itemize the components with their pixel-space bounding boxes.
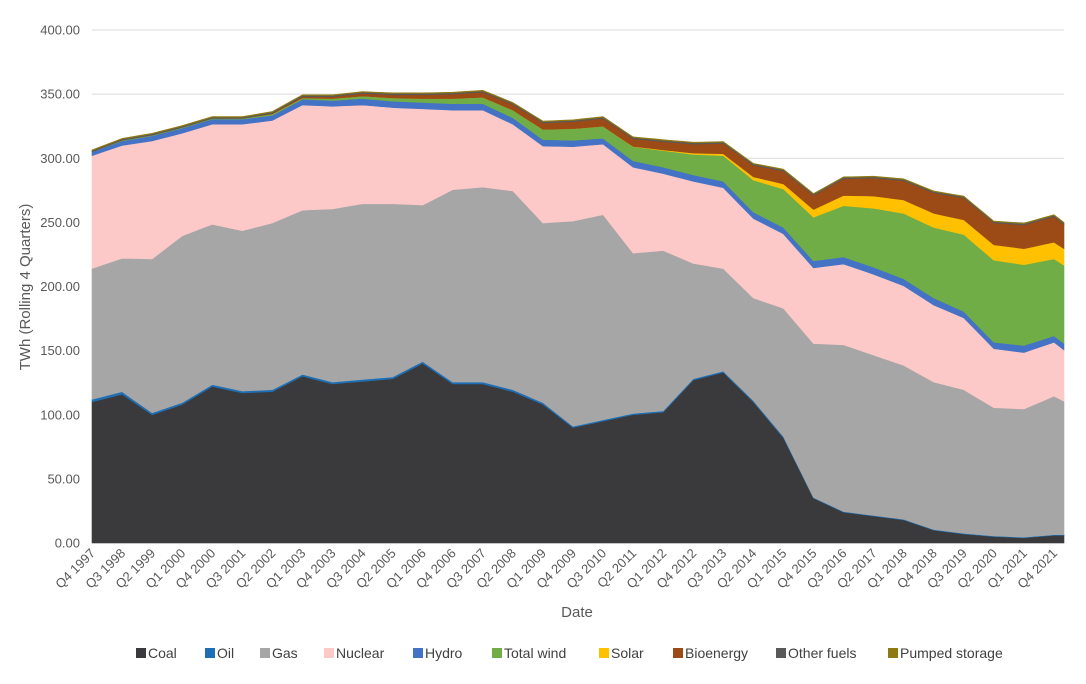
area-pumped-storage bbox=[91, 89, 1065, 224]
legend-swatch bbox=[136, 648, 146, 658]
legend-swatch bbox=[776, 648, 786, 658]
legend-label: Hydro bbox=[425, 645, 463, 661]
legend-swatch bbox=[205, 648, 215, 658]
legend-swatch bbox=[673, 648, 683, 658]
legend-item-pumped-storage: Pumped storage bbox=[888, 645, 1003, 661]
y-tick-label: 50.00 bbox=[47, 471, 80, 486]
legend-label: Nuclear bbox=[336, 645, 385, 661]
legend-label: Other fuels bbox=[788, 645, 856, 661]
y-tick-label: 400.00 bbox=[40, 23, 80, 38]
legend-item-hydro: Hydro bbox=[413, 645, 463, 661]
legend-item-coal: Coal bbox=[136, 645, 177, 661]
legend-label: Solar bbox=[611, 645, 644, 661]
y-axis-ticks: 0.00 50.00 100.00 150.00 200.00 250.00 300.00 3… bbox=[40, 23, 80, 551]
legend-item-bioenergy: Bioenergy bbox=[673, 645, 748, 661]
legend-item-solar: Solar bbox=[599, 645, 644, 661]
series-areas bbox=[91, 89, 1065, 544]
y-tick-label: 350.00 bbox=[40, 87, 80, 102]
legend-swatch bbox=[260, 648, 270, 658]
y-tick-label: 150.00 bbox=[40, 343, 80, 358]
legend-label: Oil bbox=[217, 645, 234, 661]
y-tick-label: 0.00 bbox=[55, 536, 80, 551]
y-tick-label: 300.00 bbox=[40, 151, 80, 166]
y-tick-label: 250.00 bbox=[40, 215, 80, 230]
legend: Coal Oil Gas Nuclear Hydro Total wind Solar Bio… bbox=[136, 645, 1003, 661]
legend-swatch bbox=[324, 648, 334, 658]
legend-item-oil: Oil bbox=[205, 645, 234, 661]
legend-label: Bioenergy bbox=[685, 645, 748, 661]
x-axis-title: Date bbox=[561, 604, 593, 621]
legend-swatch bbox=[888, 648, 898, 658]
legend-swatch bbox=[599, 648, 609, 658]
legend-item-gas: Gas bbox=[260, 645, 298, 661]
legend-label: Coal bbox=[148, 645, 177, 661]
legend-label: Total wind bbox=[504, 645, 566, 661]
legend-swatch bbox=[492, 648, 502, 658]
y-tick-label: 200.00 bbox=[40, 279, 80, 294]
legend-item-total-wind: Total wind bbox=[492, 645, 566, 661]
legend-swatch bbox=[413, 648, 423, 658]
legend-item-other-fuels: Other fuels bbox=[776, 645, 856, 661]
legend-label: Pumped storage bbox=[900, 645, 1003, 661]
legend-label: Gas bbox=[272, 645, 298, 661]
legend-item-nuclear: Nuclear bbox=[324, 645, 385, 661]
y-tick-label: 100.00 bbox=[40, 407, 80, 422]
y-axis-title: TWh (Rolling 4 Quarters) bbox=[17, 204, 34, 371]
